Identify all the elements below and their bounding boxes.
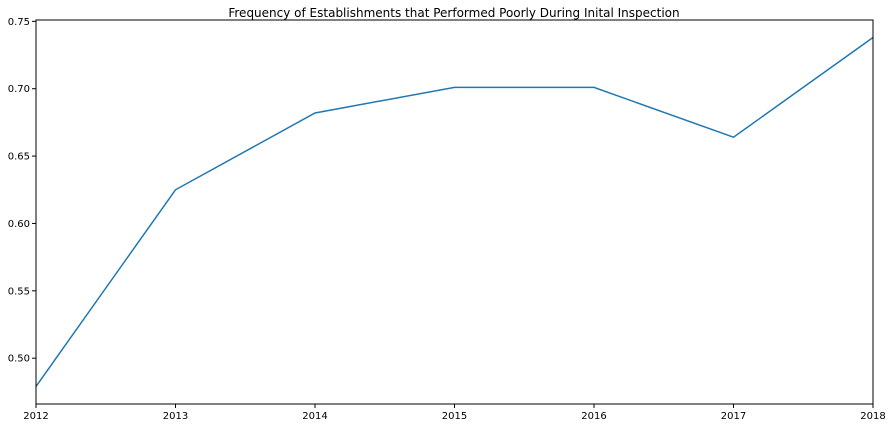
- x-tick-label: 2012: [23, 411, 48, 422]
- y-tick-label: 0.70: [8, 84, 30, 95]
- x-tick-label: 2018: [860, 411, 885, 422]
- y-tick-label: 0.75: [8, 17, 30, 28]
- x-tick-label: 2014: [302, 411, 327, 422]
- x-tick-label: 2015: [442, 411, 467, 422]
- y-tick-label: 0.60: [8, 219, 30, 230]
- y-tick-label: 0.55: [8, 286, 30, 297]
- x-tick-label: 2017: [721, 411, 746, 422]
- y-tick-label: 0.50: [8, 354, 30, 365]
- y-axis: 0.50 0.55 0.60 0.65 0.70 0.75: [8, 17, 36, 365]
- plot-frame: [35, 19, 874, 405]
- series-line: [35, 36, 874, 387]
- y-tick-label: 0.65: [8, 152, 30, 163]
- x-tick-label: 2016: [581, 411, 606, 422]
- x-axis: 2012 2013 2014 2015 2016 2017 2018: [23, 404, 886, 422]
- x-tick-label: 2013: [163, 411, 188, 422]
- chart-title: Frequency of Establishments that Perform…: [228, 6, 679, 20]
